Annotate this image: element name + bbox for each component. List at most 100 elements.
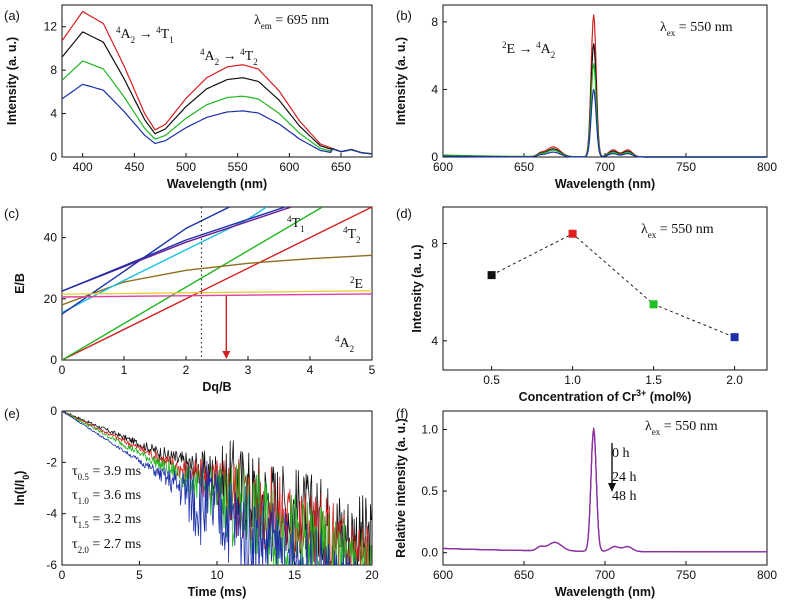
plot-frame-f (442, 410, 768, 566)
lifetime-label-0: τ0.5 = 3.9 ms (72, 464, 141, 482)
x-axis-label: Wavelength (nm) (167, 177, 267, 191)
y-tick-label: -6 (46, 558, 57, 572)
x-axis-label: Time (ms) (188, 585, 247, 599)
annotation-t1: 4A2 → 4T1 (116, 25, 174, 45)
x-tick-label: 600 (433, 160, 453, 174)
y-axis-label: Relative intensity (a. u.) (394, 418, 408, 558)
y-tick-label: 40 (44, 231, 58, 245)
annotation-lambda: λex = 550 nm (641, 222, 714, 240)
y-tick-label: 1.0 (421, 422, 438, 436)
x-tick-label: 800 (757, 160, 777, 174)
energy-level-line (62, 293, 372, 298)
y-axis-label: ln(I/I0) (13, 471, 31, 506)
time-arrowhead (608, 483, 616, 492)
data-point (568, 229, 577, 238)
y-tick-label: 0 (50, 404, 57, 418)
x-tick-label: 2 (183, 363, 190, 377)
x-tick-label: 700 (595, 160, 615, 174)
energy-level-line (62, 207, 267, 314)
y-tick-label: 4 (431, 334, 438, 348)
time-label-24h: 24 h (612, 470, 637, 485)
plot-frame-a (61, 4, 373, 158)
energy-level-line (62, 207, 230, 315)
series-line-1 (61, 31, 373, 155)
x-tick-label: 600 (433, 568, 453, 582)
series-line-1 (443, 43, 767, 158)
data-point (730, 333, 739, 342)
label-4T2: 4T2 (343, 225, 361, 245)
x-tick-label: 650 (514, 568, 534, 582)
normalized-series-1 (443, 428, 767, 553)
panel-label: (f) (396, 406, 408, 421)
x-axis-label: Dq/B (202, 380, 231, 394)
emission-arrowhead (222, 351, 231, 359)
energy-level-line (62, 254, 372, 306)
x-tick-label: 550 (228, 160, 248, 174)
energy-level-line (62, 207, 292, 292)
y-tick-label: 0 (50, 150, 57, 164)
y-axis-label: E/B (13, 273, 27, 294)
panel-label: (b) (396, 8, 412, 23)
series-line-2 (61, 60, 373, 155)
label-4A2: 4A2 (335, 334, 354, 354)
panel-label: (c) (4, 206, 19, 221)
panel-label: (a) (4, 8, 20, 23)
y-axis-label: Intensity (a. u.) (394, 37, 408, 125)
x-tick-label: 800 (757, 568, 777, 582)
lifetime-label-3: τ2.0 = 2.7 ms (72, 537, 141, 555)
x-tick-label: 1 (121, 363, 128, 377)
label-4T1: 4T1 (287, 214, 305, 234)
x-tick-label: 0.5 (483, 373, 500, 387)
normalized-series-2 (443, 430, 767, 553)
y-tick-label: 0.5 (421, 484, 438, 498)
x-tick-label: 2.0 (726, 373, 743, 387)
y-tick-label: 8 (431, 236, 438, 250)
x-tick-label: 0 (59, 568, 66, 582)
energy-level-line (62, 207, 372, 360)
x-tick-label: 3 (245, 363, 252, 377)
series-line-3 (443, 88, 767, 158)
energy-level-line (62, 207, 323, 360)
lifetime-label-1: τ1.0 = 3.6 ms (72, 488, 141, 506)
plot-frame-d (442, 206, 768, 371)
decay-series-3 (62, 411, 365, 565)
x-tick-label: 10 (210, 568, 224, 582)
panel-label: (e) (4, 406, 20, 421)
y-axis-label: Intensity (a. u.) (410, 244, 424, 332)
y-tick-label: 12 (44, 20, 58, 34)
x-tick-label: 600 (279, 160, 299, 174)
y-tick-label: 4 (431, 82, 438, 96)
y-tick-label: 8 (431, 15, 438, 29)
series-line-0 (443, 14, 767, 158)
y-tick-label: 0.0 (421, 546, 438, 560)
y-axis-label: Intensity (a. u.) (5, 37, 19, 125)
x-tick-label: 1.5 (645, 373, 662, 387)
data-point (487, 271, 496, 280)
x-tick-label: 650 (331, 160, 351, 174)
x-tick-label: 1.0 (564, 373, 581, 387)
x-tick-label: 750 (676, 568, 696, 582)
series-line-0 (61, 10, 373, 155)
y-tick-label: 0 (431, 150, 438, 164)
normalized-series-0 (443, 427, 767, 553)
series-line-2 (443, 63, 767, 158)
x-tick-label: 500 (176, 160, 196, 174)
time-label-0h: 0 h (612, 446, 630, 461)
decay-series-2 (62, 411, 372, 565)
data-point (649, 300, 658, 309)
lifetime-label-2: τ1.5 = 3.2 ms (72, 512, 141, 530)
x-tick-label: 5 (136, 568, 143, 582)
x-axis-label: Wavelength (nm) (555, 177, 655, 191)
annotation-transition: 2E → 4A2 (502, 40, 555, 60)
x-tick-label: 750 (676, 160, 696, 174)
energy-level-line (62, 207, 286, 292)
x-tick-label: 450 (124, 160, 144, 174)
annotation-lambda: λex = 550 nm (660, 20, 733, 38)
x-tick-label: 15 (288, 568, 302, 582)
x-tick-label: 650 (514, 160, 534, 174)
y-tick-label: -4 (46, 507, 57, 521)
x-axis-label: Concentration of Cr3+ (mol%) (519, 388, 692, 404)
panel-label: (d) (396, 206, 412, 221)
time-label-48h: 48 h (612, 489, 637, 504)
